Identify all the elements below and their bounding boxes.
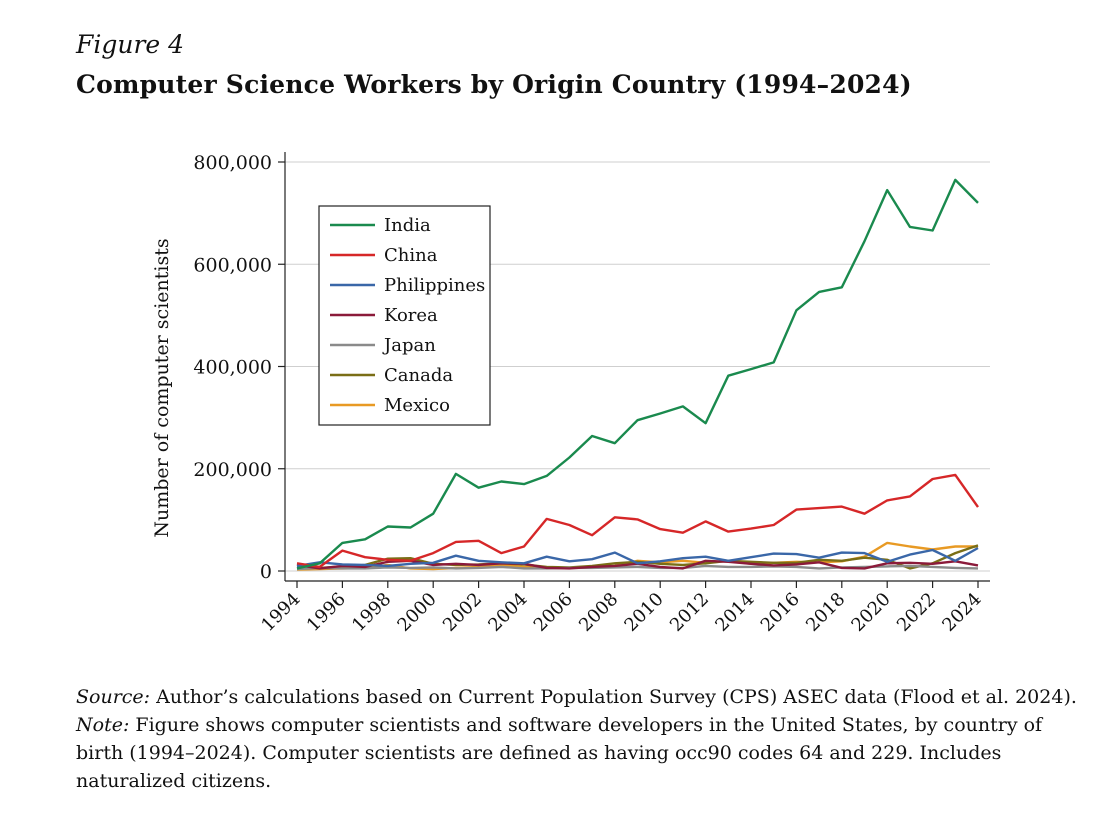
source-label: Source: xyxy=(76,686,151,708)
x-tick-label: 2022 xyxy=(893,589,940,636)
x-tick-label: 2016 xyxy=(757,589,804,636)
series-line-japan xyxy=(296,564,979,571)
x-tick-label: 2024 xyxy=(938,589,985,636)
legend-label-mexico: Mexico xyxy=(384,395,450,416)
series-line-india xyxy=(296,178,979,570)
x-tick-label: 2006 xyxy=(530,589,577,636)
series-line-canada xyxy=(296,544,979,570)
legend-label-india: India xyxy=(384,215,431,236)
x-tick-label: 1994 xyxy=(257,589,304,636)
note-text: Figure shows computer scientists and sof… xyxy=(76,714,1043,792)
x-tick-label: 2002 xyxy=(439,589,486,636)
y-ticks: 0 200,000 400,000 600,000 800,000 xyxy=(193,152,285,583)
figure-notes: Source: Author’s calculations based on C… xyxy=(76,683,1086,795)
source-note: Source: Author’s calculations based on C… xyxy=(76,683,1086,711)
figure-label: Figure 4 xyxy=(76,30,185,59)
legend-label-korea: Korea xyxy=(384,305,438,326)
y-tick-label: 0 xyxy=(260,561,272,583)
x-tick-label: 2010 xyxy=(620,589,667,636)
line-chart: 0 200,000 400,000 600,000 800,000 1994199619… xyxy=(151,152,990,636)
x-tick-label: 2018 xyxy=(802,589,849,636)
series-line-philippines xyxy=(296,546,979,568)
figure-title: Computer Science Workers by Origin Count… xyxy=(76,70,912,99)
legend-label-canada: Canada xyxy=(384,365,453,386)
x-tick-label: 2020 xyxy=(847,589,894,636)
legend-label-philippines: Philippines xyxy=(384,275,485,296)
x-tick-label: 2008 xyxy=(575,589,622,636)
x-ticks: 1994199619982000200220042006200820102012… xyxy=(257,581,986,636)
series-lines xyxy=(296,178,979,571)
series-line-china xyxy=(296,473,979,569)
x-tick-label: 1996 xyxy=(303,589,350,636)
note-text-block: Note: Figure shows computer scientists a… xyxy=(76,711,1086,795)
source-text: Author’s calculations based on Current P… xyxy=(156,686,1077,708)
y-tick-label: 400,000 xyxy=(193,357,272,379)
legend-label-china: China xyxy=(384,245,438,266)
x-tick-label: 2004 xyxy=(484,589,531,636)
x-tick-label: 2000 xyxy=(393,589,440,636)
y-tick-label: 800,000 xyxy=(193,152,272,174)
y-axis-label: Number of computer scientists xyxy=(151,238,173,537)
x-tick-label: 2014 xyxy=(711,589,758,636)
legend-label-japan: Japan xyxy=(382,335,436,356)
y-tick-label: 200,000 xyxy=(193,459,272,481)
x-tick-label: 1998 xyxy=(348,589,395,636)
legend: India China Philippines Korea Japan Canada Mex… xyxy=(318,205,491,426)
y-tick-label: 600,000 xyxy=(193,254,272,276)
note-label: Note: xyxy=(76,714,130,736)
x-tick-label: 2012 xyxy=(666,589,713,636)
